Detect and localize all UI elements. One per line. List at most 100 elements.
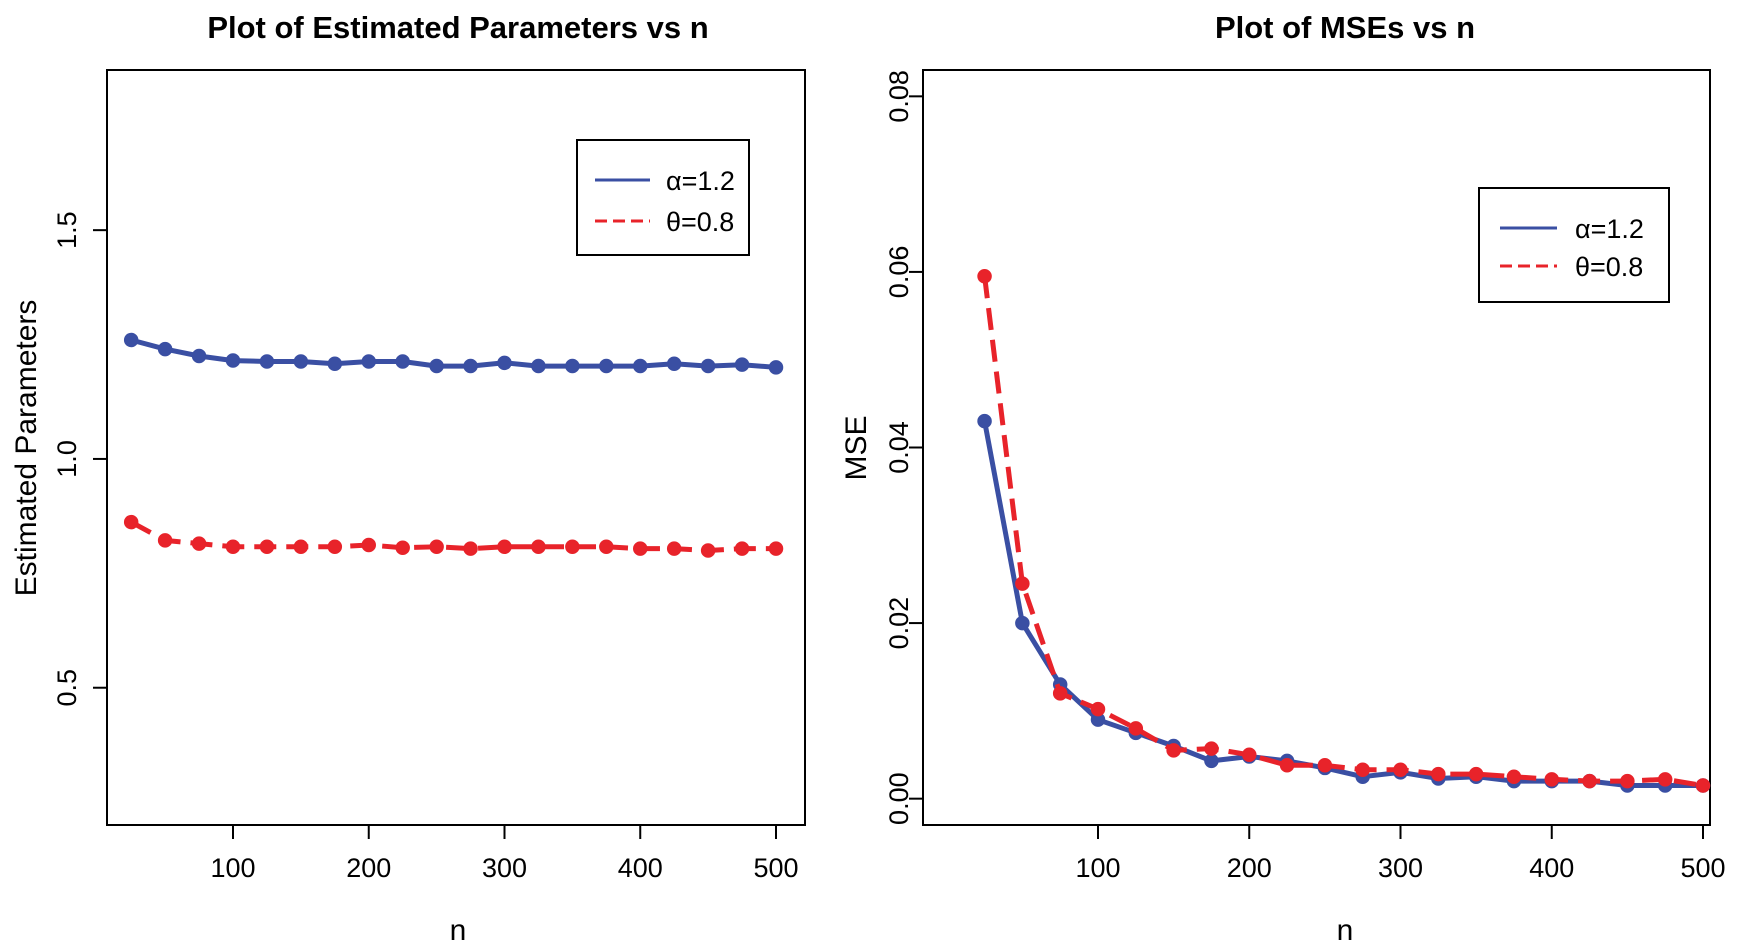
x-axis: 100 200 300 400 500 xyxy=(1075,825,1726,883)
data-point xyxy=(1242,747,1257,763)
data-point xyxy=(977,413,992,429)
y-tick-label: 0.00 xyxy=(884,772,914,825)
data-point xyxy=(327,539,343,555)
x-axis-label: n xyxy=(1337,914,1354,947)
data-point xyxy=(1317,758,1333,773)
x-tick-label: 200 xyxy=(1227,853,1272,883)
data-point xyxy=(463,358,478,374)
data-point xyxy=(1090,701,1106,717)
y-axis-label: Estimated Parameters xyxy=(10,300,43,597)
data-point xyxy=(123,514,139,530)
legend-label-alpha: α=1.2 xyxy=(1575,214,1644,244)
data-point xyxy=(157,341,173,357)
legend-box xyxy=(1478,187,1670,303)
x-tick-label: 100 xyxy=(210,853,255,883)
data-point xyxy=(395,354,410,369)
data-point xyxy=(1431,766,1446,782)
data-point xyxy=(1582,773,1597,789)
data-point xyxy=(1166,743,1181,758)
y-tick-label: 1.5 xyxy=(52,211,82,249)
legend: α=1.2 θ=0.8 xyxy=(576,139,750,256)
chart-mse: Plot of MSEs vs n 100 200 300 400 500 0.000.… xyxy=(840,10,1726,947)
data-point xyxy=(497,539,512,555)
x-tick-label: 500 xyxy=(1680,853,1725,883)
data-point xyxy=(225,353,241,368)
data-point xyxy=(1015,576,1030,591)
x-tick-label: 400 xyxy=(618,853,663,883)
data-point xyxy=(1468,766,1484,782)
x-tick-label: 200 xyxy=(346,853,391,883)
data-point xyxy=(123,332,139,348)
data-point xyxy=(768,541,784,556)
data-point xyxy=(1544,772,1559,787)
data-point xyxy=(666,541,682,556)
data-point xyxy=(259,539,275,555)
data-point xyxy=(1506,769,1522,784)
data-point xyxy=(599,539,614,555)
data-point xyxy=(633,541,648,556)
data-point xyxy=(1695,778,1711,793)
legend-label-theta: θ=0.8 xyxy=(1575,252,1643,282)
data-point xyxy=(565,358,580,374)
data-point xyxy=(1015,615,1030,631)
data-point xyxy=(734,357,750,372)
y-tick-label: 0.04 xyxy=(884,421,914,474)
chart-estimated-parameters: Plot of Estimated Parameters vs n 100 200… xyxy=(10,10,806,947)
legend-box xyxy=(576,139,750,256)
data-point xyxy=(1128,721,1144,736)
x-axis: 100 200 300 400 500 xyxy=(210,825,799,883)
x-tick-label: 300 xyxy=(482,853,527,883)
data-point xyxy=(1204,753,1219,769)
data-point xyxy=(633,358,648,374)
series-layer xyxy=(977,269,1711,793)
x-axis-label: n xyxy=(450,914,467,947)
data-point xyxy=(1355,762,1370,777)
legend: α=1.2 θ=0.8 xyxy=(1478,187,1670,303)
x-tick-label: 300 xyxy=(1378,853,1423,883)
data-point xyxy=(977,269,992,284)
data-point xyxy=(191,348,207,364)
data-point xyxy=(1052,686,1068,701)
data-point xyxy=(1204,741,1219,756)
y-axis: 0.00 0.02 0.04 0.06 0.08 xyxy=(884,70,923,825)
y-tick-label: 0.02 xyxy=(884,597,914,650)
y-tick-label: 0.08 xyxy=(884,70,914,123)
series-layer xyxy=(123,332,784,558)
y-axis-label: MSE xyxy=(840,415,873,480)
data-point xyxy=(361,537,376,553)
y-tick-label: 0.06 xyxy=(884,246,914,299)
x-tick-label: 400 xyxy=(1529,853,1574,883)
data-point xyxy=(293,539,309,555)
data-point xyxy=(1620,773,1635,789)
data-point xyxy=(531,539,546,555)
data-point xyxy=(700,543,716,558)
y-axis: 0.5 1.0 1.5 xyxy=(52,211,107,707)
data-point xyxy=(395,540,410,555)
data-point xyxy=(599,358,614,374)
legend-label-alpha: α=1.2 xyxy=(666,166,735,196)
data-point xyxy=(1279,758,1295,773)
data-point xyxy=(768,360,784,375)
data-point xyxy=(429,539,444,555)
data-point xyxy=(225,539,241,555)
y-tick-label: 1.0 xyxy=(52,440,82,478)
chart-title: Plot of Estimated Parameters vs n xyxy=(207,10,708,45)
data-point xyxy=(361,354,376,369)
data-point xyxy=(734,541,750,556)
data-point xyxy=(531,358,546,374)
data-point xyxy=(565,539,580,555)
data-point xyxy=(157,533,173,548)
data-point xyxy=(497,355,512,371)
x-tick-label: 100 xyxy=(1075,853,1120,883)
legend-label-theta: θ=0.8 xyxy=(666,207,734,237)
y-tick-label: 0.5 xyxy=(52,669,82,707)
data-point xyxy=(259,354,275,369)
data-point xyxy=(327,356,343,372)
data-point xyxy=(429,358,444,374)
plot-frame xyxy=(106,69,806,826)
data-point xyxy=(293,354,309,369)
x-tick-label: 500 xyxy=(753,853,798,883)
data-point xyxy=(1393,762,1408,777)
